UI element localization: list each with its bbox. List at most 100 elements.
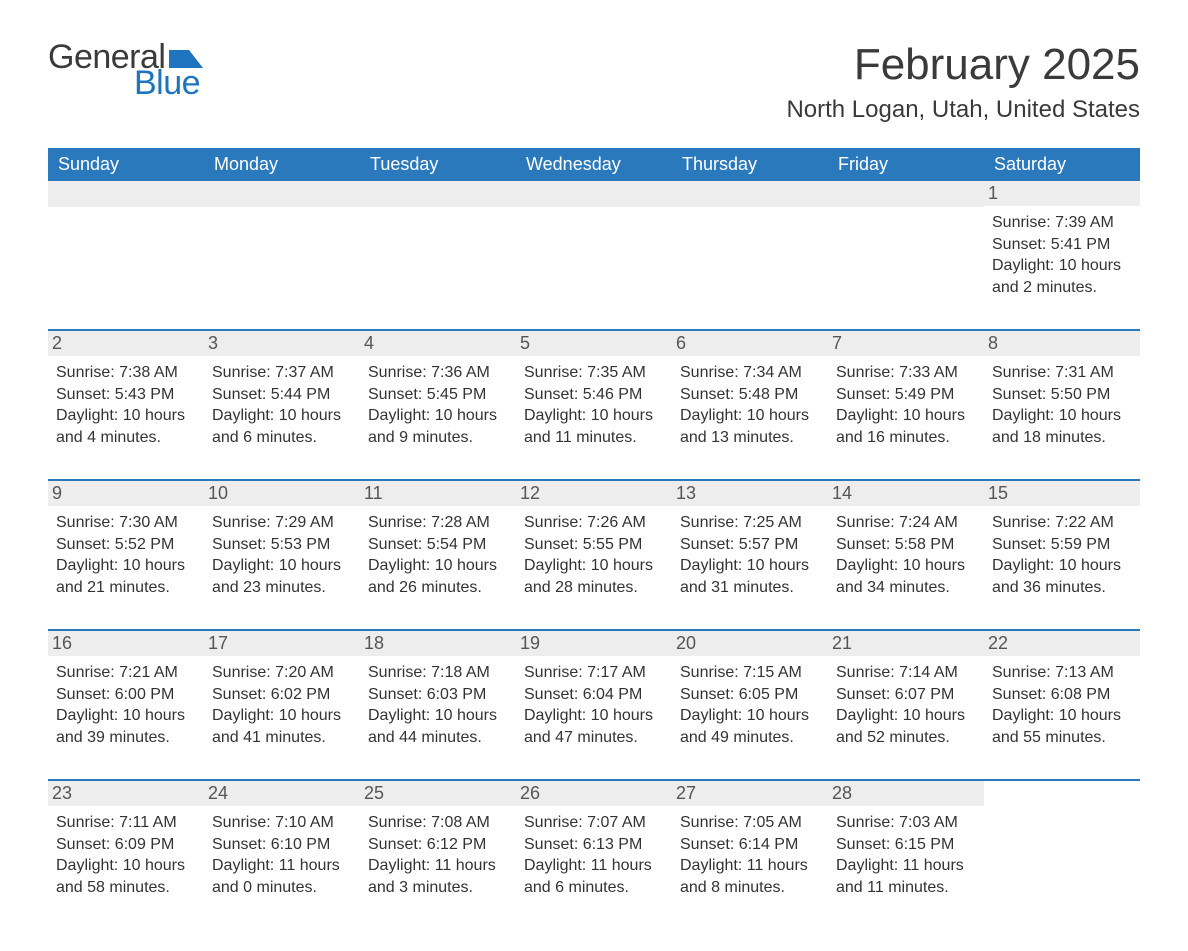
- dow-thursday: Thursday: [672, 148, 828, 181]
- sunset-line: Sunset: 5:43 PM: [56, 384, 196, 406]
- day-cell: 5 Sunrise: 7:35 AMSunset: 5:46 PMDaylight…: [516, 331, 672, 461]
- logo-text-blue: Blue: [134, 66, 203, 100]
- sunrise-line: Sunrise: 7:37 AM: [212, 362, 352, 384]
- sunrise-line: Sunrise: 7:39 AM: [992, 212, 1132, 234]
- calendar: Sunday Monday Tuesday Wednesday Thursday…: [48, 148, 1140, 911]
- header: General Blue February 2025 North Logan, …: [48, 40, 1140, 124]
- daylight-line: Daylight: 10 hours and 16 minutes.: [836, 405, 976, 448]
- sunset-line: Sunset: 6:10 PM: [212, 834, 352, 856]
- daylight-line: Daylight: 10 hours and 18 minutes.: [992, 405, 1132, 448]
- sunset-line: Sunset: 5:46 PM: [524, 384, 664, 406]
- day-number: 12: [516, 481, 672, 506]
- day-cell: 10 Sunrise: 7:29 AMSunset: 5:53 PMDayligh…: [204, 481, 360, 611]
- day-cell: [828, 181, 984, 311]
- day-number: 8: [984, 331, 1140, 356]
- day-number: 28: [828, 781, 984, 806]
- daylight-line: Daylight: 10 hours and 34 minutes.: [836, 555, 976, 598]
- day-number: 19: [516, 631, 672, 656]
- day-number: 7: [828, 331, 984, 356]
- sunrise-line: Sunrise: 7:05 AM: [680, 812, 820, 834]
- week-row: 9Sunrise: 7:30 AMSunset: 5:52 PMDaylight…: [48, 479, 1140, 611]
- day-number: 27: [672, 781, 828, 806]
- day-cell: 4Sunrise: 7:36 AMSunset: 5:45 PMDaylight…: [360, 331, 516, 461]
- sunset-line: Sunset: 5:59 PM: [992, 534, 1132, 556]
- daylight-line: Daylight: 10 hours and 2 minutes.: [992, 255, 1132, 298]
- dow-tuesday: Tuesday: [360, 148, 516, 181]
- day-number: 9: [48, 481, 204, 506]
- week-row: 23Sunrise: 7:11 AMSunset: 6:09 PMDayligh…: [48, 779, 1140, 911]
- day-number: 25: [360, 781, 516, 806]
- day-number: 22: [984, 631, 1140, 656]
- day-number: 18: [360, 631, 516, 656]
- daylight-line: Daylight: 11 hours and 11 minutes.: [836, 855, 976, 898]
- sunset-line: Sunset: 6:05 PM: [680, 684, 820, 706]
- sunrise-line: Sunrise: 7:13 AM: [992, 662, 1132, 684]
- day-cell: 27Sunrise: 7:05 AMSunset: 6:14 PMDayligh…: [672, 781, 828, 911]
- sunset-line: Sunset: 6:04 PM: [524, 684, 664, 706]
- day-number: 26: [516, 781, 672, 806]
- dow-saturday: Saturday: [984, 148, 1140, 181]
- day-cell: [516, 181, 672, 311]
- day-cell: 9Sunrise: 7:30 AMSunset: 5:52 PMDaylight…: [48, 481, 204, 611]
- day-cell: 19Sunrise: 7:17 AMSunset: 6:04 PMDayligh…: [516, 631, 672, 761]
- sunrise-line: Sunrise: 7:10 AM: [212, 812, 352, 834]
- day-number: 10: [204, 481, 360, 506]
- day-number: 1: [984, 181, 1140, 206]
- daylight-line: Daylight: 10 hours and 39 minutes.: [56, 705, 196, 748]
- sunrise-line: Sunrise: 7:31 AM: [992, 362, 1132, 384]
- day-cell: 2Sunrise: 7:38 AMSunset: 5:43 PMDaylight…: [48, 331, 204, 461]
- sunrise-line: Sunrise: 7:22 AM: [992, 512, 1132, 534]
- sunset-line: Sunset: 6:09 PM: [56, 834, 196, 856]
- day-cell: 25Sunrise: 7:08 AMSunset: 6:12 PMDayligh…: [360, 781, 516, 911]
- day-cell: [360, 181, 516, 311]
- sunset-line: Sunset: 5:58 PM: [836, 534, 976, 556]
- day-cell: 17Sunrise: 7:20 AMSunset: 6:02 PMDayligh…: [204, 631, 360, 761]
- sunrise-line: Sunrise: 7:35 AM: [524, 362, 664, 384]
- day-cell: 6Sunrise: 7:34 AMSunset: 5:48 PMDaylight…: [672, 331, 828, 461]
- sunset-line: Sunset: 6:03 PM: [368, 684, 508, 706]
- weeks-container: 1Sunrise: 7:39 AMSunset: 5:41 PMDaylight…: [48, 181, 1140, 911]
- sunrise-line: Sunrise: 7:33 AM: [836, 362, 976, 384]
- day-number: 21: [828, 631, 984, 656]
- day-cell: 15Sunrise: 7:22 AMSunset: 5:59 PMDayligh…: [984, 481, 1140, 611]
- day-number: 2: [48, 331, 204, 356]
- daylight-line: Daylight: 10 hours and 41 minutes.: [212, 705, 352, 748]
- day-number: 11: [360, 481, 516, 506]
- day-cell: [48, 181, 204, 311]
- day-cell: 13Sunrise: 7:25 AMSunset: 5:57 PMDayligh…: [672, 481, 828, 611]
- day-cell: 18Sunrise: 7:18 AMSunset: 6:03 PMDayligh…: [360, 631, 516, 761]
- daylight-line: Daylight: 10 hours and 6 minutes.: [212, 405, 352, 448]
- sunrise-line: Sunrise: 7:24 AM: [836, 512, 976, 534]
- daylight-line: Daylight: 11 hours and 0 minutes.: [212, 855, 352, 898]
- day-cell: 1Sunrise: 7:39 AMSunset: 5:41 PMDaylight…: [984, 181, 1140, 311]
- day-cell: 16Sunrise: 7:21 AMSunset: 6:00 PMDayligh…: [48, 631, 204, 761]
- sunset-line: Sunset: 5:53 PM: [212, 534, 352, 556]
- daylight-line: Daylight: 10 hours and 49 minutes.: [680, 705, 820, 748]
- day-number: [672, 181, 828, 207]
- sunrise-line: Sunrise: 7:36 AM: [368, 362, 508, 384]
- day-cell: [984, 781, 1140, 911]
- day-cell: 23Sunrise: 7:11 AMSunset: 6:09 PMDayligh…: [48, 781, 204, 911]
- day-number: 16: [48, 631, 204, 656]
- day-number: 23: [48, 781, 204, 806]
- daylight-line: Daylight: 10 hours and 28 minutes.: [524, 555, 664, 598]
- daylight-line: Daylight: 10 hours and 11 minutes.: [524, 405, 664, 448]
- sunset-line: Sunset: 6:15 PM: [836, 834, 976, 856]
- day-cell: 22Sunrise: 7:13 AMSunset: 6:08 PMDayligh…: [984, 631, 1140, 761]
- sunset-line: Sunset: 5:55 PM: [524, 534, 664, 556]
- daylight-line: Daylight: 10 hours and 55 minutes.: [992, 705, 1132, 748]
- day-number: 4: [360, 331, 516, 356]
- daylight-line: Daylight: 11 hours and 6 minutes.: [524, 855, 664, 898]
- sunrise-line: Sunrise: 7:21 AM: [56, 662, 196, 684]
- day-cell: 3Sunrise: 7:37 AMSunset: 5:44 PMDaylight…: [204, 331, 360, 461]
- sunset-line: Sunset: 6:02 PM: [212, 684, 352, 706]
- week-row: 16Sunrise: 7:21 AMSunset: 6:00 PMDayligh…: [48, 629, 1140, 761]
- day-cell: 12Sunrise: 7:26 AMSunset: 5:55 PMDayligh…: [516, 481, 672, 611]
- sunset-line: Sunset: 6:07 PM: [836, 684, 976, 706]
- sunrise-line: Sunrise: 7:07 AM: [524, 812, 664, 834]
- sunrise-line: Sunrise: 7:29 AM: [212, 512, 352, 534]
- logo: General Blue: [48, 40, 203, 100]
- daylight-line: Daylight: 10 hours and 23 minutes.: [212, 555, 352, 598]
- day-number: 5: [516, 331, 672, 356]
- daylight-line: Daylight: 10 hours and 47 minutes.: [524, 705, 664, 748]
